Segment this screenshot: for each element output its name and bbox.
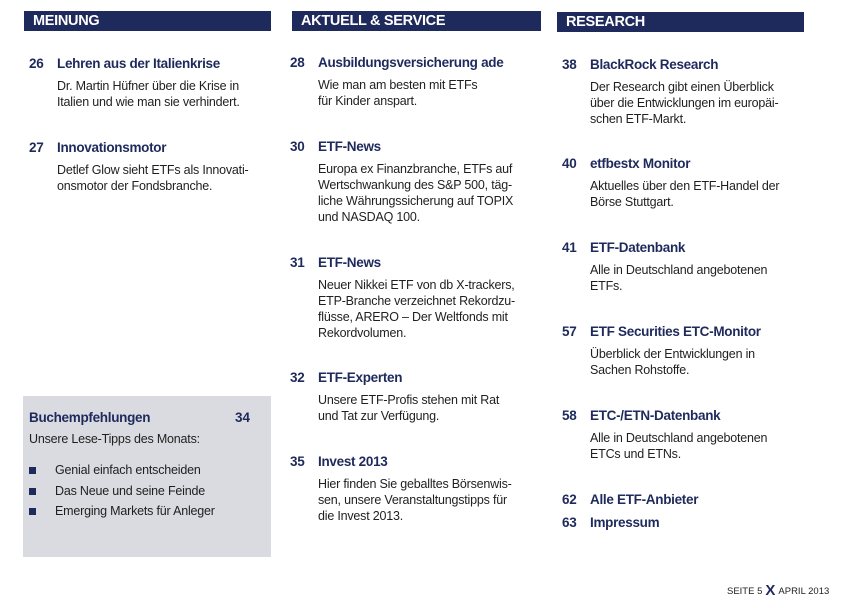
entry-page-number: 40 [562, 156, 577, 171]
entry-page-number: 30 [290, 139, 305, 154]
section-header-aktuell-service: AKTUELL & SERVICE [292, 11, 541, 31]
description-line: Italien und wie man sie verhindert. [57, 95, 240, 109]
description-line: und NASDAQ 100. [318, 210, 420, 224]
book-box-title[interactable]: Buchempfehlungen [29, 410, 151, 425]
entry-page-number: 31 [290, 255, 305, 270]
entry-description: Wie man am besten mit ETFs für Kinder ans… [318, 77, 478, 109]
entry-description: Alle in Deutschland angebotenen ETCs und … [590, 430, 767, 462]
description-line: Hier finden Sie geballtes Börsenwis- [318, 477, 512, 491]
entry-page-number: 26 [29, 56, 44, 71]
description-line: Unsere ETF-Profis stehen mit Rat [318, 393, 500, 407]
description-line: flüsse, ARERO – Der Weltfonds mit [318, 310, 508, 324]
entry-page-number: 28 [290, 55, 305, 70]
book-box-page: 34 [235, 410, 251, 425]
entry-title[interactable]: Innovationsmotor [57, 140, 167, 155]
entry-description: Aktuelles über den ETF-Handel der Börse S… [590, 178, 780, 210]
entry-description: Detlef Glow sieht ETFs als Innovati-onsm… [57, 162, 249, 194]
entry-page-number: 41 [562, 240, 577, 255]
description-line: Börse Stuttgart. [590, 195, 674, 209]
description-line: ETFs. [590, 279, 623, 293]
entry-title[interactable]: ETC-/ETN-Datenbank [590, 408, 721, 423]
description-line: ETP-Branche verzeichnet Rekordzu- [318, 294, 515, 308]
description-line: ETCs und ETNs. [590, 447, 681, 461]
section-header-research: RESEARCH [557, 12, 804, 32]
entry-description: Unsere ETF-Profis stehen mit Rat und Tat … [318, 392, 499, 424]
bullet-square-icon [29, 467, 36, 474]
book-recommendations-box: Buchempfehlungen 34 Unsere Lese-Tipps de… [23, 396, 271, 557]
entry-page-number: 38 [562, 57, 577, 72]
page-footer: SEITE 5 X APRIL 2013 [727, 582, 829, 599]
book-item-label: Genial einfach entscheiden [55, 463, 201, 477]
description-line: Dr. Martin Hüfner über die Krise in [57, 79, 239, 93]
entry-title[interactable]: Lehren aus der Italienkrise [57, 56, 220, 71]
entry-description: Der Research gibt einen Überblick über di… [590, 79, 779, 127]
book-box-subtitle: Unsere Lese-Tipps des Monats: [29, 432, 200, 446]
description-line: Überblick der Entwicklungen in [590, 347, 755, 361]
description-line: onsmotor der Fondsbranche. [57, 179, 213, 193]
description-line: die Invest 2013. [318, 509, 404, 523]
description-line: Europa ex Finanzbranche, ETFs auf [318, 162, 513, 176]
entry-page-number: 62 [562, 492, 577, 507]
entry-description: Überblick der Entwicklungen in Sachen Roh… [590, 346, 755, 378]
entry-title[interactable]: Invest 2013 [318, 454, 388, 469]
entry-title[interactable]: ETF-News [318, 255, 381, 270]
book-item-label: Emerging Markets für Anleger [55, 504, 215, 518]
entry-title[interactable]: ETF-Datenbank [590, 240, 686, 255]
entry-title[interactable]: Alle ETF-Anbieter [590, 492, 699, 507]
entry-description: Alle in Deutschland angebotenen ETFs. [590, 262, 767, 294]
description-line: Sachen Rohstoffe. [590, 363, 690, 377]
entry-title[interactable]: Impressum [590, 515, 660, 530]
description-line: schen ETF-Markt. [590, 112, 687, 126]
description-line: Neuer Nikkei ETF von db X-trackers, [318, 278, 515, 292]
entry-description: Europa ex Finanzbranche, ETFs auf Wertsch… [318, 161, 513, 225]
entry-page-number: 63 [562, 515, 577, 530]
book-item-label: Das Neue und seine Feinde [55, 484, 205, 498]
entry-page-number: 57 [562, 324, 577, 339]
issue-date: APRIL 2013 [778, 586, 830, 597]
entry-description: Neuer Nikkei ETF von db X-trackers, ETP-B… [318, 277, 515, 341]
description-line: liche Währungssicherung auf TOPIX [318, 194, 514, 208]
bullet-square-icon [29, 508, 36, 515]
entry-title[interactable]: ETF Securities ETC-Monitor [590, 324, 761, 339]
entry-page-number: 32 [290, 370, 305, 385]
description-line: Detlef Glow sieht ETFs als Innovati- [57, 163, 249, 177]
entry-title[interactable]: ETF-News [318, 139, 381, 154]
logo-x-icon: X [765, 582, 776, 599]
description-line: über die Entwicklungen im europäi- [590, 96, 779, 110]
description-line: und Tat zur Verfügung. [318, 409, 440, 423]
description-line: für Kinder anspart. [318, 94, 418, 108]
page-number: SEITE 5 [727, 586, 763, 597]
entry-description: Hier finden Sie geballtes Börsenwis-sen,… [318, 476, 512, 524]
entry-title[interactable]: ETF-Experten [318, 370, 403, 385]
description-line: Alle in Deutschland angebotenen [590, 431, 768, 445]
entry-page-number: 27 [29, 140, 44, 155]
section-header-meinung: MEINUNG [24, 11, 271, 31]
description-line: Alle in Deutschland angebotenen [590, 263, 768, 277]
entry-title[interactable]: BlackRock Research [590, 57, 719, 72]
entry-page-number: 58 [562, 408, 577, 423]
entry-title[interactable]: Ausbildungsversicherung ade [318, 55, 504, 70]
entry-title[interactable]: etfbestx Monitor [590, 156, 691, 171]
bullet-square-icon [29, 488, 36, 495]
description-line: Aktuelles über den ETF-Handel der [590, 179, 780, 193]
entry-description: Dr. Martin Hüfner über die Krise in Itali… [57, 78, 240, 110]
entry-page-number: 35 [290, 454, 305, 469]
description-line: Rekordvolumen. [318, 326, 407, 340]
description-line: Der Research gibt einen Überblick [590, 80, 774, 94]
description-line: Wertschwankung des S&P 500, täg- [318, 178, 512, 192]
description-line: Wie man am besten mit ETFs [318, 78, 478, 92]
description-line: sen, unsere Veranstaltungstipps für [318, 493, 507, 507]
